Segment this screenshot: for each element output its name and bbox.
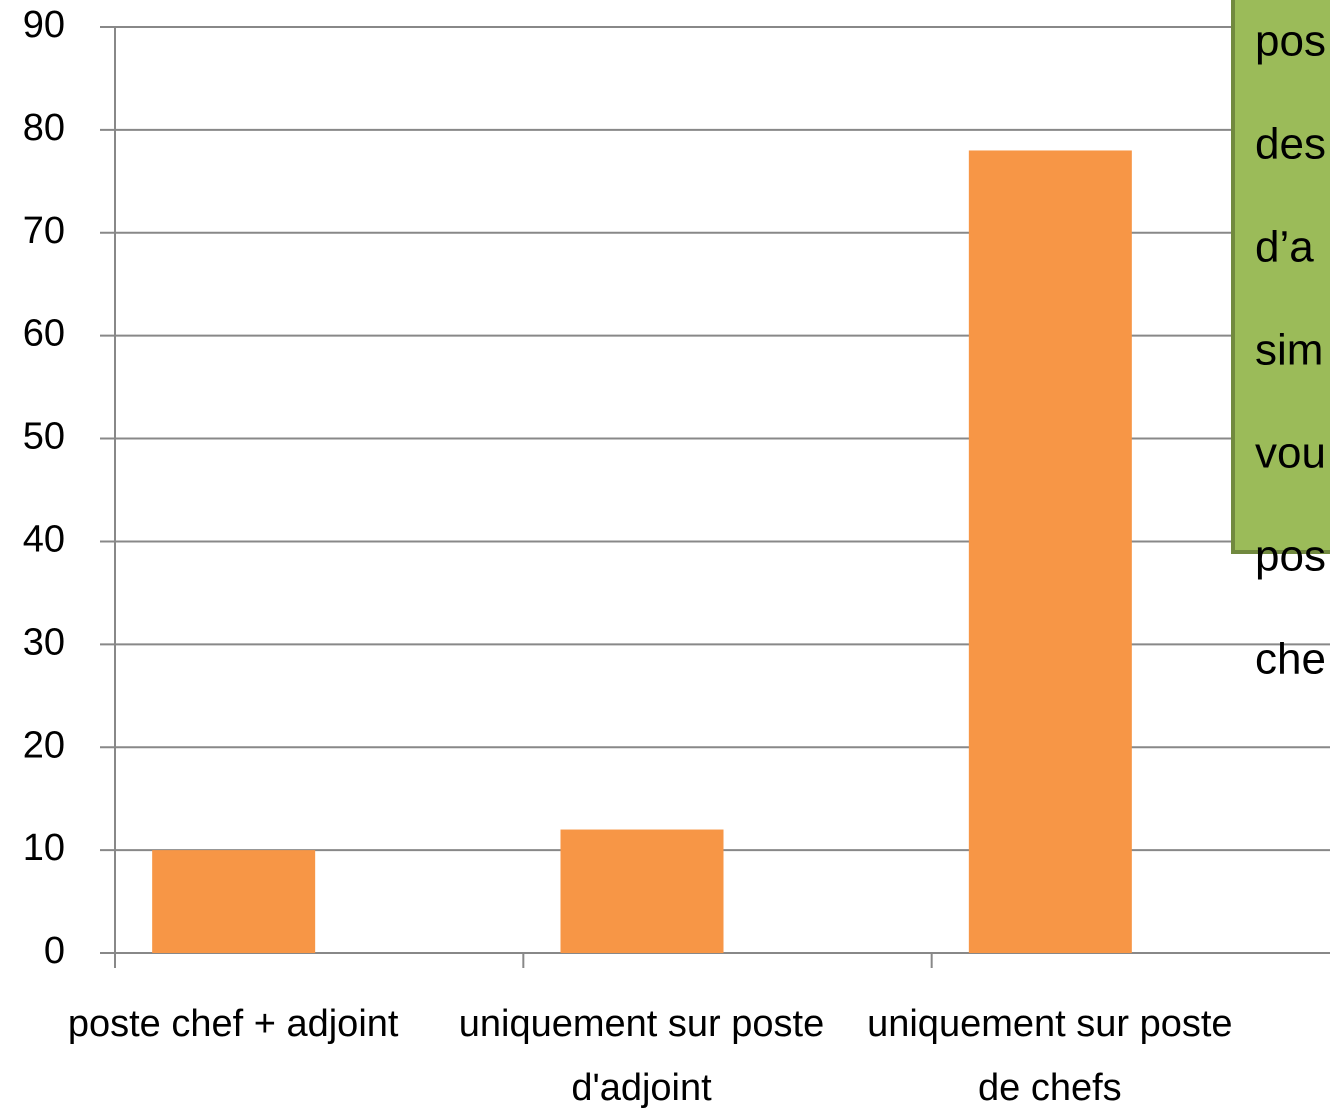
- bar: [560, 829, 724, 953]
- annotation-text: sim: [1255, 326, 1323, 375]
- annotation-text: vou: [1255, 429, 1326, 478]
- annotation-box: pos des d’a sim vou pos che: [1231, 0, 1330, 684]
- y-tick-label: 0: [44, 930, 65, 972]
- y-tick-label: 60: [23, 313, 65, 355]
- y-tick-label: 20: [23, 724, 65, 766]
- x-tick-label: poste chef + adjoint: [67, 1003, 399, 1045]
- bar: [968, 150, 1132, 953]
- annotation-text: d’a: [1255, 223, 1314, 272]
- y-tick-label: 50: [23, 416, 65, 458]
- y-tick-label: 40: [23, 518, 65, 560]
- bar: [152, 850, 316, 953]
- y-tick-label: 70: [23, 210, 65, 252]
- annotation-text: pos: [1255, 532, 1326, 581]
- annotation-background: [1231, 0, 1330, 554]
- annotation-text: che: [1255, 635, 1326, 684]
- x-tick-label: uniquement sur poste de chefs: [867, 1003, 1233, 1109]
- y-tick-label: 30: [23, 621, 65, 663]
- x-tick-label: uniquement sur poste d'adjoint: [458, 1003, 825, 1109]
- y-tick-label: 80: [23, 107, 65, 149]
- annotation-text: des: [1255, 120, 1326, 169]
- y-tick-label: 90: [23, 4, 65, 46]
- y-tick-label: 10: [23, 827, 65, 869]
- annotation-text: pos: [1255, 17, 1326, 66]
